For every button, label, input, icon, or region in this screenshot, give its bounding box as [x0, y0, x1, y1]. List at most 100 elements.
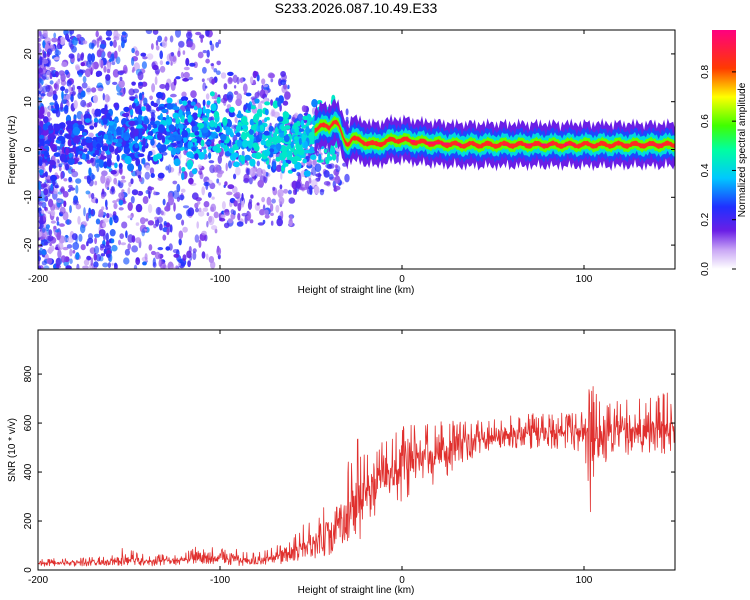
- snr-x-ticks: -200 -100 0 100: [28, 330, 593, 586]
- noise-blob: [86, 241, 89, 247]
- band-blob: [38, 127, 42, 135]
- noise-blob: [294, 112, 299, 118]
- noise-blob: [75, 184, 79, 194]
- noise-blob: [170, 93, 177, 98]
- noise-blob: [38, 265, 42, 269]
- noise-blob: [143, 97, 148, 106]
- band-blob: [49, 141, 54, 150]
- band-blob: [181, 167, 186, 172]
- band-blob: [113, 131, 117, 138]
- noise-blob: [201, 78, 205, 83]
- noise-blob: [186, 40, 194, 48]
- noise-blob: [121, 221, 128, 229]
- ridge-peak: [487, 143, 493, 146]
- noise-blob: [155, 45, 160, 51]
- snr-panel: -200 -100 0 100 0 200 400 600 800 Height of str…: [7, 329, 676, 596]
- noise-blob: [95, 70, 103, 77]
- noise-blob: [198, 210, 205, 217]
- band-blob: [103, 161, 108, 169]
- noise-blob: [177, 50, 181, 58]
- ridge-peak: [655, 143, 664, 146]
- noise-blob: [279, 211, 283, 217]
- snr-y-tick-label: 400: [23, 463, 34, 480]
- band-blob: [241, 139, 249, 148]
- band-blob: [248, 129, 254, 135]
- band-blob: [232, 145, 237, 150]
- band-blob: [39, 106, 45, 115]
- noise-blob: [216, 178, 220, 184]
- noise-blob: [182, 50, 186, 55]
- noise-blob: [314, 163, 322, 173]
- noise-blob: [109, 40, 114, 47]
- band-blob: [100, 155, 107, 160]
- noise-blob: [326, 163, 333, 170]
- noise-blob: [90, 53, 95, 63]
- band-blob: [138, 108, 143, 117]
- band-blob: [80, 90, 86, 98]
- noise-blob: [194, 234, 200, 243]
- noise-blob: [181, 91, 187, 98]
- noise-blob: [233, 90, 239, 95]
- band-blob: [241, 124, 248, 130]
- noise-blob: [83, 259, 90, 266]
- noise-blob: [186, 209, 191, 217]
- band-blob: [94, 149, 100, 156]
- band-blob: [157, 131, 163, 141]
- noise-blob: [82, 76, 87, 83]
- noise-blob: [54, 50, 61, 56]
- band-blob: [175, 146, 181, 155]
- noise-blob: [246, 161, 249, 166]
- noise-blob: [107, 262, 111, 269]
- noise-blob: [112, 200, 118, 204]
- noise-blob: [312, 158, 317, 166]
- noise-blob: [94, 266, 97, 269]
- noise-blob: [261, 84, 264, 91]
- noise-blob: [180, 71, 184, 79]
- band-blob: [166, 103, 174, 110]
- band-blob: [263, 130, 270, 136]
- noise-blob: [86, 175, 91, 184]
- noise-blob: [185, 57, 190, 67]
- noise-blob: [100, 243, 106, 249]
- band-blob: [161, 135, 166, 144]
- noise-blob: [65, 265, 72, 269]
- band-blob: [308, 131, 316, 140]
- noise-blob: [175, 76, 181, 80]
- noise-blob: [131, 189, 139, 196]
- noise-blob: [249, 167, 256, 177]
- snr-y-ticks: 0 200 400 600 800: [23, 365, 675, 573]
- band-blob: [137, 164, 142, 172]
- noise-blob: [109, 58, 112, 63]
- band-blob: [202, 122, 208, 129]
- band-blob: [95, 159, 102, 163]
- noise-blob: [80, 69, 86, 74]
- noise-blob: [210, 141, 215, 148]
- noise-blob: [246, 211, 252, 221]
- band-blob: [183, 137, 188, 144]
- noise-blob: [333, 184, 337, 190]
- noise-blob: [227, 217, 234, 224]
- noise-blob: [109, 229, 116, 237]
- noise-blob: [145, 165, 151, 171]
- band-blob: [44, 140, 50, 145]
- noise-blob: [216, 60, 221, 66]
- noise-blob: [121, 31, 127, 36]
- snr-y-tick-label: 600: [23, 414, 34, 431]
- noise-blob: [209, 164, 216, 174]
- band-blob: [50, 174, 57, 182]
- band-blob: [101, 145, 109, 152]
- noise-blob: [159, 84, 166, 89]
- band-blob: [138, 92, 143, 101]
- noise-blob: [203, 181, 210, 187]
- noise-blob: [159, 50, 163, 60]
- noise-blob: [112, 69, 120, 78]
- noise-blob: [48, 229, 53, 236]
- noise-blob: [118, 207, 124, 211]
- noise-blob: [42, 213, 47, 222]
- noise-blob: [71, 233, 78, 241]
- noise-blob: [102, 218, 110, 223]
- noise-blob: [178, 262, 181, 267]
- band-blob: [143, 117, 150, 125]
- noise-blob: [45, 210, 51, 214]
- noise-blob: [75, 252, 80, 260]
